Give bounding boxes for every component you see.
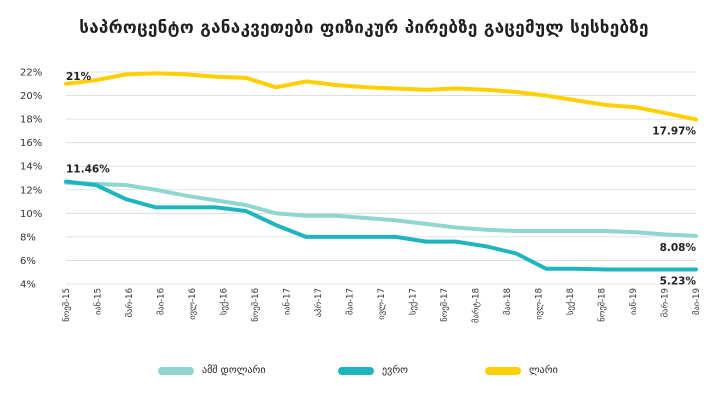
x-tick-label: მარ-16 — [124, 288, 135, 317]
y-tick-label: 8% — [20, 232, 36, 243]
legend-item-eur: ევრო — [338, 365, 408, 376]
legend-label-usd: ამშ დოლარი — [202, 365, 266, 376]
data-label: 5.23% — [660, 276, 697, 288]
x-tick-label: ივლ-18 — [535, 288, 545, 320]
series-line-gel — [64, 71, 698, 122]
x-tick-label: ივლ-16 — [188, 288, 198, 320]
x-tick-label: მაი-19 — [691, 288, 702, 315]
x-tick-label: ნოემ-17 — [439, 288, 450, 322]
legend-item-usd: ამშ დოლარი — [158, 365, 266, 376]
x-tick-label: სექ-18 — [565, 288, 576, 315]
data-label: 11.46% — [66, 164, 110, 176]
legend-label-eur: ევრო — [382, 365, 409, 376]
legend-swatch-eur — [338, 366, 374, 375]
x-tick-label: მარ-19 — [660, 288, 671, 317]
legend-swatch-usd — [158, 366, 194, 375]
x-tick-label: სექ-16 — [219, 288, 230, 315]
y-tick-label: 20% — [20, 91, 42, 102]
y-tick-label: 10% — [20, 209, 42, 220]
x-tick-label: მარტ-18 — [471, 288, 482, 323]
data-label: 8.08% — [660, 242, 697, 254]
x-tick-label: ნოემ-15 — [61, 288, 72, 322]
legend-swatch-gel — [485, 366, 521, 375]
x-tick-label: ნოემ-16 — [250, 288, 261, 322]
x-tick-label: მაი-18 — [502, 288, 513, 315]
line-chart: 4% 6% 8% 10% 12% 14% 16% 18% 20% 22% ნოემ-15 იან-15… — [20, 68, 702, 323]
chart-legend: ამშ დოლარი ევრო ლარი — [0, 365, 728, 387]
series-line-usd — [64, 180, 698, 238]
series-line-eur — [64, 179, 698, 272]
x-tick-label: ივლ-17 — [377, 288, 387, 320]
y-tick-label: 22% — [20, 68, 42, 79]
y-tick-label: 16% — [20, 138, 42, 149]
chart-title: საპროცენტო განაკვეთები ფიზიკურ პირებზე გ… — [79, 18, 649, 38]
x-tick-label: ნოემ-18 — [597, 288, 608, 322]
x-tick-label: იან-19 — [628, 288, 639, 315]
y-tick-label: 14% — [20, 162, 42, 173]
y-tick-label: 6% — [20, 256, 36, 267]
x-tick-label: სექ-17 — [408, 288, 419, 315]
y-tick-label: 4% — [20, 280, 36, 291]
legend-label-gel: ლარი — [529, 365, 558, 376]
x-tick-label: მაი-16 — [156, 288, 167, 315]
x-tick-label: მაი-17 — [345, 288, 356, 315]
y-tick-label: 18% — [20, 115, 42, 126]
x-tick-label: იან-15 — [93, 288, 104, 315]
legend-item-gel: ლარი — [485, 365, 558, 376]
x-tick-label: აპრ-17 — [313, 288, 324, 317]
data-label: 17.97% — [652, 125, 696, 137]
data-label: 21% — [66, 71, 92, 83]
y-tick-label: 12% — [20, 185, 42, 196]
x-tick-label: იან-17 — [282, 288, 293, 315]
